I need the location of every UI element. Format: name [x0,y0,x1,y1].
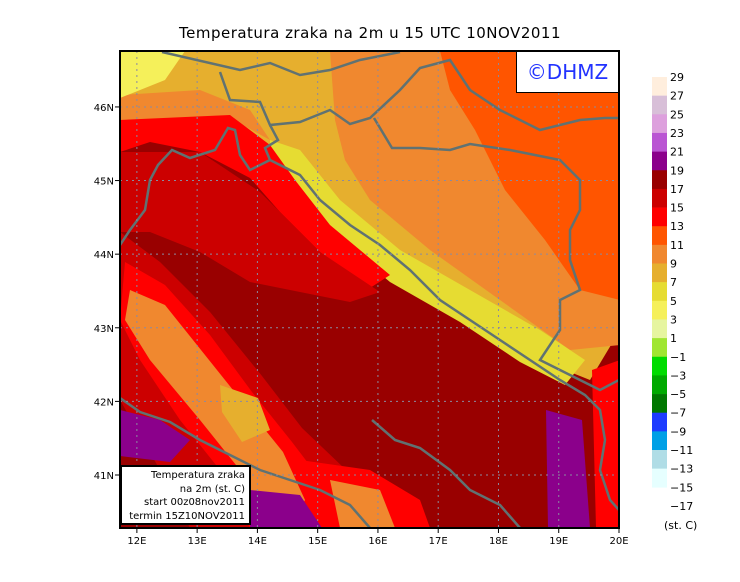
lon-tick-label: 16E [368,536,387,547]
legend-swatch [652,114,667,134]
info-line: termin 15Z10NOV2011 [129,510,245,522]
legend-swatch [652,282,667,302]
legend-swatch [652,319,667,339]
lon-tick-label: 17E [429,536,448,547]
coastlines-borders [120,51,619,528]
info-line: na 2m (st. C) [179,483,245,495]
map-frame [119,50,620,529]
axis-ticks: 12E 13E 14E 15E 16E 17E 18E 19E 20E 41N 42N 43N 44N 4… [94,103,629,547]
dhmz-logo: ©DHMZ [516,51,619,93]
legend-label: 7 [670,276,677,289]
legend-label: 5 [670,295,677,308]
lat-tick-label: 46N [94,103,114,114]
legend-label: 17 [670,183,684,196]
lon-tick-label: 13E [188,536,207,547]
legend-label: 25 [670,108,684,121]
color-legend: 29 27 25 23 21 19 17 15 13 11 9 7 5 3 1 −1 −3 −5 −7 −9 −11 −1… [652,71,697,532]
lat-tick-label: 41N [94,471,114,482]
legend-unit: (st. C) [664,519,697,532]
lon-tick-label: 12E [127,536,146,547]
legend-label: 11 [670,239,684,252]
legend-swatch [652,356,667,376]
lon-tick-label: 14E [248,536,267,547]
legend-label: 15 [670,202,684,215]
lat-tick-label: 42N [94,397,114,408]
legend-swatch [652,375,667,395]
info-line: Temperatura zraka [151,470,245,481]
lon-tick-label: 18E [489,536,508,547]
legend-swatch [652,95,667,115]
legend-label: 9 [670,258,677,271]
legend-label: −7 [670,407,686,420]
legend-swatch [652,394,667,413]
lon-tick-label: 20E [609,536,628,547]
info-box: Temperatura zraka na 2m (st. C) start 00… [120,465,251,525]
legend-label: 1 [670,332,677,345]
legend-swatch [652,263,667,283]
lat-tick-label: 44N [94,250,114,261]
temperature-field [120,51,619,528]
info-line: start 00z08nov2011 [144,497,245,508]
legend-label: 29 [670,71,684,84]
legend-label: −17 [670,500,693,513]
legend-swatch [652,300,667,320]
legend-swatch [652,468,667,488]
map-title: Temperatura zraka na 2m u 15 UTC 10NOV20… [178,24,561,42]
legend-swatch [652,226,667,246]
legend-label: 3 [670,313,677,326]
legend-label: −15 [670,481,693,494]
legend-label: 19 [670,164,684,177]
legend-label: −3 [670,369,686,382]
legend-swatch [652,132,667,152]
legend-label: 21 [670,146,684,159]
legend-swatch [652,412,667,432]
legend-label: 23 [670,127,684,140]
lat-tick-label: 45N [94,177,114,188]
legend-label: 13 [670,220,684,233]
legend-swatch [652,450,667,469]
legend-swatch [652,431,667,451]
lon-tick-label: 15E [308,536,327,547]
lon-tick-label: 19E [549,536,568,547]
lat-lon-grid [120,51,620,528]
legend-swatch [652,77,667,96]
legend-swatch [652,244,667,264]
legend-swatch [652,338,667,358]
legend-label: −1 [670,351,686,364]
legend-label: −9 [670,425,686,438]
lat-tick-label: 43N [94,324,114,335]
legend-label: 27 [670,90,684,103]
legend-label: −13 [670,463,693,476]
legend-label: −5 [670,388,686,401]
legend-label: −11 [670,444,693,457]
legend-swatch [652,151,667,171]
legend-swatch [652,207,667,227]
legend-swatch [652,188,667,208]
legend-swatch [652,170,667,190]
